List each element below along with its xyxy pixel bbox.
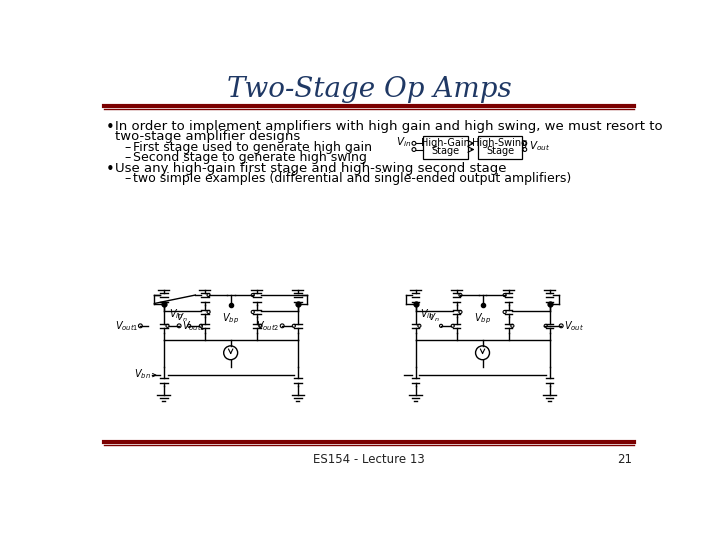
Text: ES154 - Lecture 13: ES154 - Lecture 13 bbox=[313, 453, 425, 465]
FancyBboxPatch shape bbox=[477, 136, 523, 159]
Text: $V_{bp}$: $V_{bp}$ bbox=[474, 311, 491, 326]
Text: $V_{out2}$: $V_{out2}$ bbox=[256, 319, 279, 333]
Text: $V_n$: $V_n$ bbox=[428, 311, 439, 323]
Text: –: – bbox=[124, 141, 130, 154]
Text: –: – bbox=[124, 172, 130, 185]
FancyBboxPatch shape bbox=[423, 136, 468, 159]
Text: $V_{in}$: $V_{in}$ bbox=[168, 307, 183, 321]
Text: Second stage to generate high swing: Second stage to generate high swing bbox=[133, 151, 367, 164]
Text: Use any high-gain first stage and high-swing second stage: Use any high-gain first stage and high-s… bbox=[114, 162, 506, 175]
Text: Two-Stage Op Amps: Two-Stage Op Amps bbox=[227, 76, 511, 103]
Text: $V_{out}$: $V_{out}$ bbox=[528, 139, 550, 152]
Text: $V_{bn}$: $V_{bn}$ bbox=[134, 367, 150, 381]
Text: $V_n$: $V_n$ bbox=[176, 311, 188, 323]
Text: $V_{in}$: $V_{in}$ bbox=[397, 136, 412, 150]
Text: $V_{out1}$: $V_{out1}$ bbox=[182, 319, 206, 333]
Text: –: – bbox=[124, 151, 130, 164]
Text: Stage: Stage bbox=[486, 146, 514, 156]
Text: $V_{in}$: $V_{in}$ bbox=[420, 307, 435, 321]
Text: two simple examples (differential and single-ended output amplifiers): two simple examples (differential and si… bbox=[133, 172, 572, 185]
Text: High-Gain: High-Gain bbox=[421, 138, 470, 149]
Text: Stage: Stage bbox=[432, 146, 460, 156]
Text: two-stage amplifier designs: two-stage amplifier designs bbox=[114, 130, 300, 143]
Text: $V_{out1}$: $V_{out1}$ bbox=[114, 319, 138, 333]
Text: 21: 21 bbox=[618, 453, 632, 465]
Text: •: • bbox=[106, 120, 114, 135]
Text: •: • bbox=[106, 162, 114, 177]
Text: High-Swing: High-Swing bbox=[472, 138, 528, 149]
Text: First stage used to generate high gain: First stage used to generate high gain bbox=[133, 141, 372, 154]
Text: $V_{out}$: $V_{out}$ bbox=[564, 319, 585, 333]
Text: In order to implement amplifiers with high gain and high swing, we must resort t: In order to implement amplifiers with hi… bbox=[114, 120, 662, 133]
Text: $V_{bp}$: $V_{bp}$ bbox=[222, 311, 239, 326]
